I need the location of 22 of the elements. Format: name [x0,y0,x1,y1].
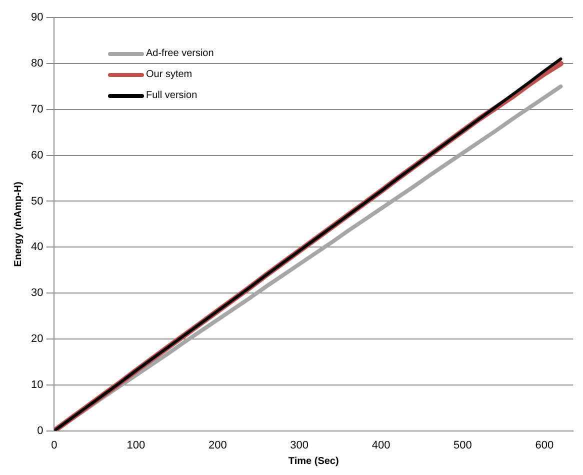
legend-label: Full version [146,90,198,101]
x-tick-label: 0 [51,439,58,452]
y-tick-label: 50 [30,195,44,208]
y-tick-label: 30 [30,287,44,300]
legend-label: Our sytem [146,69,192,80]
x-axis-title: Time (Sec) [288,456,339,467]
x-tick-label: 100 [126,439,146,452]
x-tick-label: 500 [454,439,472,452]
y-tick-label: 0 [37,424,44,437]
x-tick-label: 400 [372,439,390,452]
y-tick-label: 80 [30,58,44,70]
y-tick-label: 90 [30,12,44,24]
x-tick-label: 300 [290,439,308,452]
y-axis-title: Energy (mAmp-H) [12,182,24,267]
y-tick-label: 60 [30,149,44,162]
y-tick-label: 40 [30,241,44,254]
y-tick-label: 10 [30,378,44,391]
x-tick-label: 600 [535,439,554,452]
y-tick-label: 70 [30,103,44,116]
x-tick-label: 200 [208,439,227,452]
y-tick-label: 20 [30,333,44,346]
legend-label: Ad-free version [146,48,214,59]
